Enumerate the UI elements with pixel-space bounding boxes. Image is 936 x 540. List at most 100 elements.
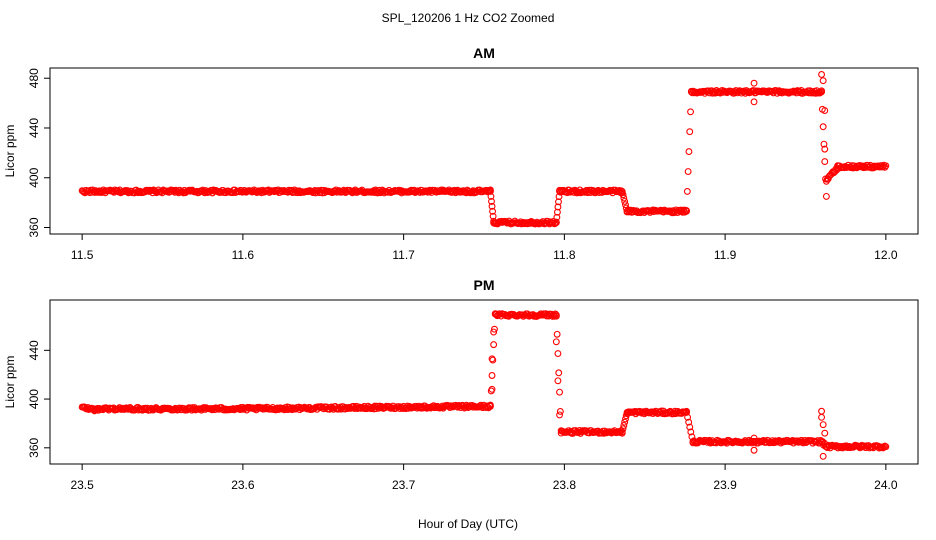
y-tick-label: 400 — [27, 167, 41, 187]
data-point — [882, 162, 890, 170]
outlier-point — [819, 421, 827, 429]
data-point — [318, 403, 326, 411]
outlier-point — [819, 452, 827, 460]
data-point — [486, 187, 494, 195]
data-point — [685, 418, 693, 426]
figure-title: SPL_120206 1 Hz CO2 Zoomed — [382, 11, 555, 25]
x-tick-label: 23.9 — [713, 478, 737, 492]
data-point — [483, 402, 491, 410]
data-points — [78, 71, 890, 228]
y-tick-label: 360 — [27, 437, 41, 457]
data-point — [684, 168, 692, 175]
data-point — [618, 428, 626, 436]
x-axis-label: Hour of Day (UTC) — [418, 517, 518, 531]
panels: AM 11.5 11.6 11.7 11.8 11.9 12.0 360 400 440 480 Li… — [3, 45, 919, 492]
data-point — [489, 207, 497, 215]
outlier-point — [750, 434, 758, 442]
data-point — [819, 123, 827, 131]
outlier-point — [490, 328, 498, 336]
data-point — [489, 356, 497, 364]
outlier-point — [818, 407, 826, 415]
outlier-point — [821, 145, 829, 153]
outlier-point — [818, 413, 826, 421]
y-tick-label: 480 — [27, 68, 41, 88]
data-point — [618, 187, 626, 195]
data-point — [169, 186, 177, 194]
data-point — [619, 425, 627, 433]
data-point — [687, 428, 695, 436]
panel-title: AM — [473, 45, 495, 61]
data-point — [552, 311, 560, 319]
x-tick-label: 23.6 — [231, 478, 255, 492]
outlier-point — [554, 377, 562, 385]
x-tick-label: 23.7 — [392, 478, 416, 492]
data-point — [818, 88, 826, 96]
data-point — [683, 207, 690, 215]
outlier-point — [821, 429, 829, 437]
y-axis-label: Licor ppm — [3, 356, 17, 409]
x-tick-label: 23.5 — [70, 478, 94, 492]
data-points — [78, 310, 890, 460]
data-point — [552, 219, 560, 226]
data-point — [486, 402, 494, 410]
data-point — [821, 158, 829, 166]
y-tick-label: 440 — [27, 340, 41, 360]
x-tick-label: 12.0 — [874, 248, 898, 262]
data-point — [686, 128, 694, 136]
data-point — [488, 202, 496, 210]
outlier-point — [819, 77, 827, 85]
data-point — [553, 330, 561, 338]
data-point — [554, 350, 562, 358]
data-point — [621, 201, 629, 209]
data-point — [686, 423, 694, 431]
data-point — [620, 194, 628, 202]
x-tick-label: 11.6 — [232, 248, 255, 262]
plot-frame — [49, 299, 919, 465]
data-point — [882, 443, 890, 451]
data-point — [489, 212, 497, 220]
outlier-point — [750, 446, 758, 454]
data-point — [122, 404, 130, 412]
data-point — [556, 408, 564, 415]
x-tick-label: 11.7 — [392, 248, 415, 262]
outlier-point — [552, 338, 560, 346]
data-point — [555, 369, 563, 377]
outlier-point — [488, 385, 496, 393]
data-point — [555, 198, 562, 206]
data-point — [619, 191, 627, 199]
data-point — [683, 409, 690, 416]
x-tick-label: 11.5 — [71, 248, 94, 262]
data-point — [687, 108, 694, 116]
outlier-point — [818, 71, 826, 78]
data-point — [820, 140, 828, 148]
x-tick-label: 11.9 — [714, 248, 737, 262]
data-point — [621, 418, 629, 426]
data-point — [491, 325, 498, 333]
panel-pm: PM 23.5 23.6 23.7 23.8 23.9 24.0 360 400 440 Licor… — [3, 277, 919, 492]
data-point — [553, 208, 561, 216]
y-axis-label: Licor ppm — [3, 125, 17, 178]
outlier-point — [488, 355, 496, 363]
outlier-point — [821, 107, 829, 115]
data-point — [621, 197, 629, 205]
data-point — [685, 148, 693, 156]
panel-am: AM 11.5 11.6 11.7 11.8 11.9 12.0 360 400 440 480 Li… — [3, 45, 919, 262]
y-tick-label: 360 — [27, 217, 41, 237]
data-point — [683, 187, 691, 195]
outlier-point — [750, 79, 758, 87]
data-point — [620, 422, 628, 429]
data-point — [487, 192, 495, 200]
y-tick-label: 400 — [27, 389, 41, 409]
outlier-point — [750, 98, 758, 106]
data-point — [490, 341, 498, 349]
data-point — [554, 203, 562, 211]
data-point — [488, 372, 496, 379]
data-point — [553, 213, 561, 221]
panel-title: PM — [474, 277, 495, 293]
data-point — [684, 413, 692, 421]
data-point — [120, 405, 128, 413]
data-point — [881, 163, 889, 171]
outlier-point — [556, 411, 563, 419]
data-point — [822, 192, 830, 200]
